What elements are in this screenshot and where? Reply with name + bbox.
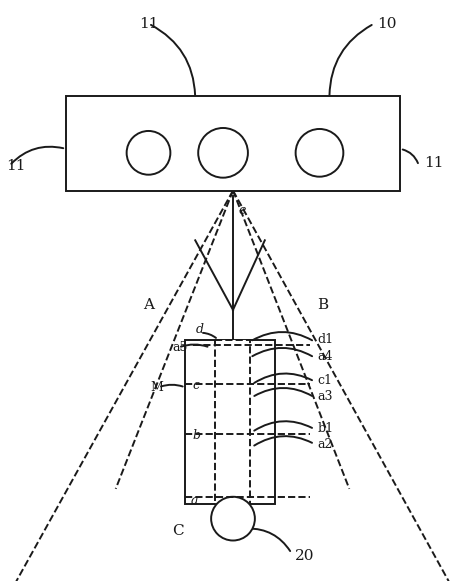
Bar <box>185 340 275 504</box>
Text: a4: a4 <box>317 350 333 363</box>
Text: A: A <box>144 298 155 312</box>
Text: a2: a2 <box>317 438 333 451</box>
Text: 11: 11 <box>7 159 26 173</box>
Circle shape <box>295 129 343 177</box>
Text: b1: b1 <box>317 422 334 435</box>
Text: a5: a5 <box>172 341 188 354</box>
Circle shape <box>198 128 248 178</box>
Text: e: e <box>238 204 245 217</box>
Text: d1: d1 <box>317 333 334 346</box>
Bar <box>215 340 250 504</box>
Circle shape <box>211 497 255 540</box>
Text: c1: c1 <box>317 374 333 387</box>
Text: B: B <box>317 298 329 312</box>
Text: d: d <box>196 323 204 336</box>
Bar <box>66 96 400 191</box>
Text: C: C <box>172 524 184 538</box>
Text: a3: a3 <box>317 390 333 403</box>
Text: 11: 11 <box>424 156 443 170</box>
Text: a: a <box>190 494 198 507</box>
Text: 20: 20 <box>295 549 314 563</box>
Text: M: M <box>151 381 164 394</box>
Text: 11: 11 <box>139 16 158 30</box>
Circle shape <box>127 131 171 175</box>
Text: 10: 10 <box>377 16 397 30</box>
Text: a1: a1 <box>228 494 244 507</box>
Text: b: b <box>192 429 200 442</box>
Text: c: c <box>192 379 199 392</box>
